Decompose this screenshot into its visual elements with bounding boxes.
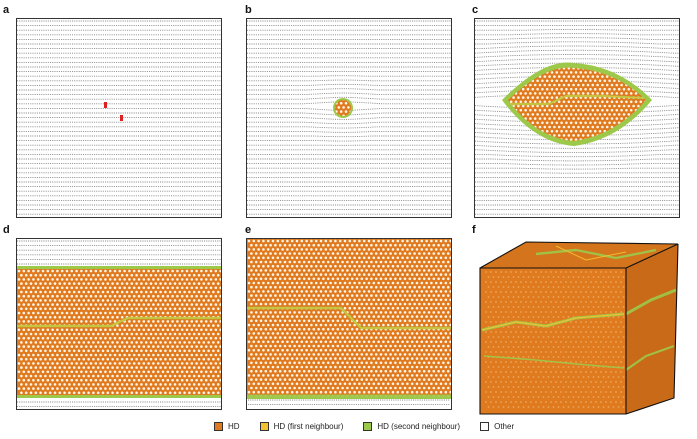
- panel-label-e: e: [245, 224, 252, 236]
- legend-item-first-neighbour: HD (first neighbour): [259, 421, 344, 431]
- panel-label-a: a: [3, 4, 10, 16]
- panel-b-snapshot: [246, 18, 452, 218]
- legend-swatch-first-neighbour: [259, 421, 269, 431]
- legend-item-other: Other: [480, 421, 515, 431]
- panel-d-snapshot: [16, 238, 222, 410]
- panel-f-3d-cube: [476, 238, 688, 416]
- legend-label-other: Other: [494, 421, 515, 431]
- panel-label-d: d: [3, 224, 10, 236]
- panel-a-snapshot: [16, 18, 222, 218]
- legend-label-second-neighbour: HD (second neighbour): [377, 421, 461, 431]
- legend-item-hd: HD: [214, 421, 240, 431]
- legend: HD HD (first neighbour) HD (second neigh…: [214, 418, 514, 434]
- legend-item-second-neighbour: HD (second neighbour): [363, 421, 461, 431]
- legend-swatch-second-neighbour: [363, 421, 373, 431]
- panel-label-c: c: [472, 4, 479, 16]
- legend-swatch-other: [480, 421, 490, 431]
- panel-label-f: f: [472, 224, 476, 236]
- legend-label-first-neighbour: HD (first neighbour): [273, 421, 344, 431]
- panel-c-snapshot: [474, 18, 680, 218]
- legend-swatch-hd: [214, 421, 223, 431]
- legend-label-hd: HD: [228, 421, 240, 431]
- panel-e-snapshot: [246, 238, 452, 410]
- panel-label-b: b: [245, 4, 252, 16]
